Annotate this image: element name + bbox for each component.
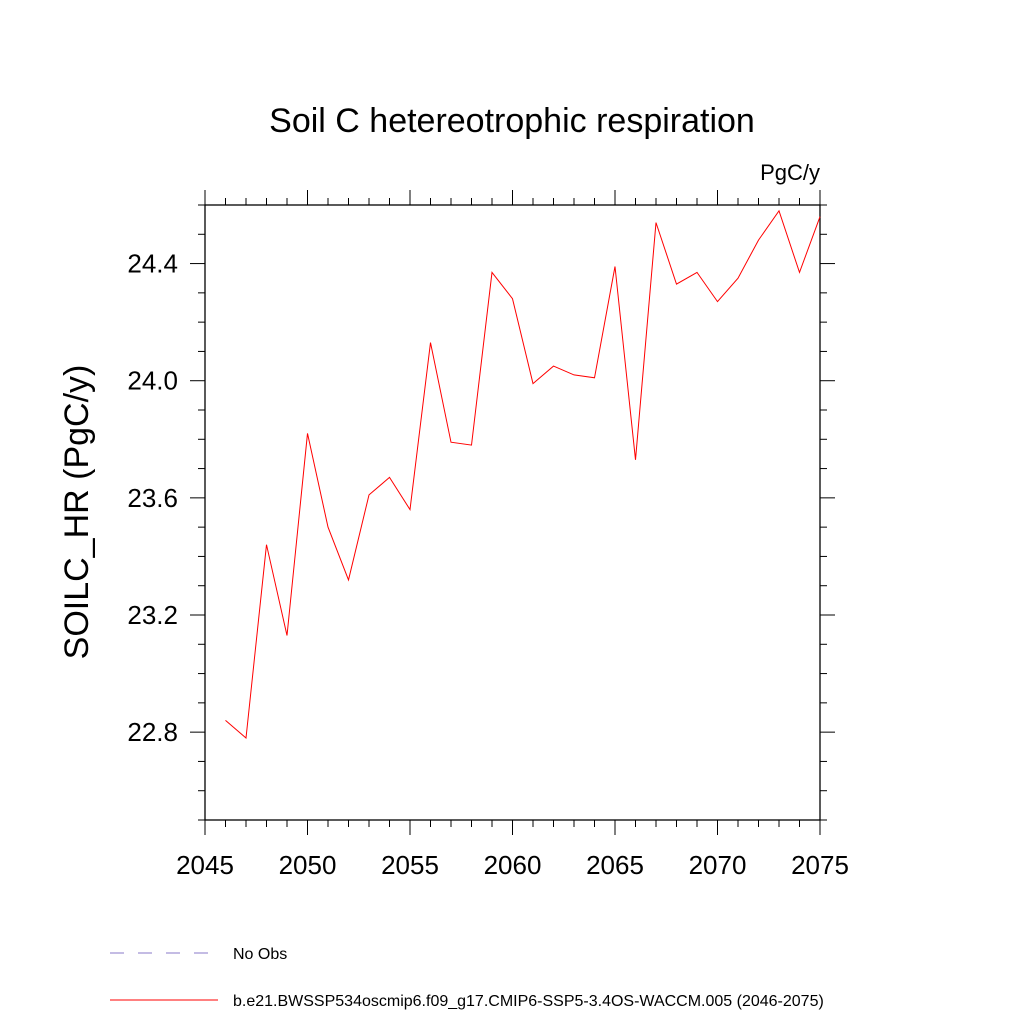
- x-tick-label: 2060: [484, 850, 542, 880]
- axis-ticks: [190, 190, 835, 835]
- y-tick-label: 24.4: [127, 249, 178, 279]
- y-tick-label: 23.2: [127, 600, 178, 630]
- y-axis-label: SOILC_HR (PgC/y): [58, 365, 96, 660]
- x-tick-label: 2050: [279, 850, 337, 880]
- units-label: PgC/y: [760, 160, 820, 185]
- x-tick-label: 2045: [176, 850, 234, 880]
- x-tick-label: 2055: [381, 850, 439, 880]
- series-line: [225, 209, 821, 739]
- chart-title: Soil C hetereotrophic respiration: [269, 102, 755, 140]
- legend: No Obs b.e21.BWSSP534oscmip6.f09_g17.CMI…: [110, 946, 824, 1010]
- y-tick-label: 22.8: [127, 717, 178, 747]
- x-tick-label: 2070: [689, 850, 747, 880]
- legend-label-no-obs: No Obs: [233, 946, 287, 963]
- series-group: [225, 209, 821, 739]
- y-tick-label: 23.6: [127, 483, 178, 513]
- y-tick-label: 24.0: [127, 366, 178, 396]
- y-tick-labels: 22.8 23.2 23.6 24.0 24.4: [127, 249, 178, 748]
- x-tick-labels: 2045 2050 2055 2060 2065 2070 2075: [176, 850, 849, 880]
- plot-frame: [204, 204, 821, 821]
- x-tick-label: 2065: [586, 850, 644, 880]
- legend-label-model: b.e21.BWSSP534oscmip6.f09_g17.CMIP6-SSP5…: [233, 993, 824, 1010]
- x-tick-label: 2075: [791, 850, 849, 880]
